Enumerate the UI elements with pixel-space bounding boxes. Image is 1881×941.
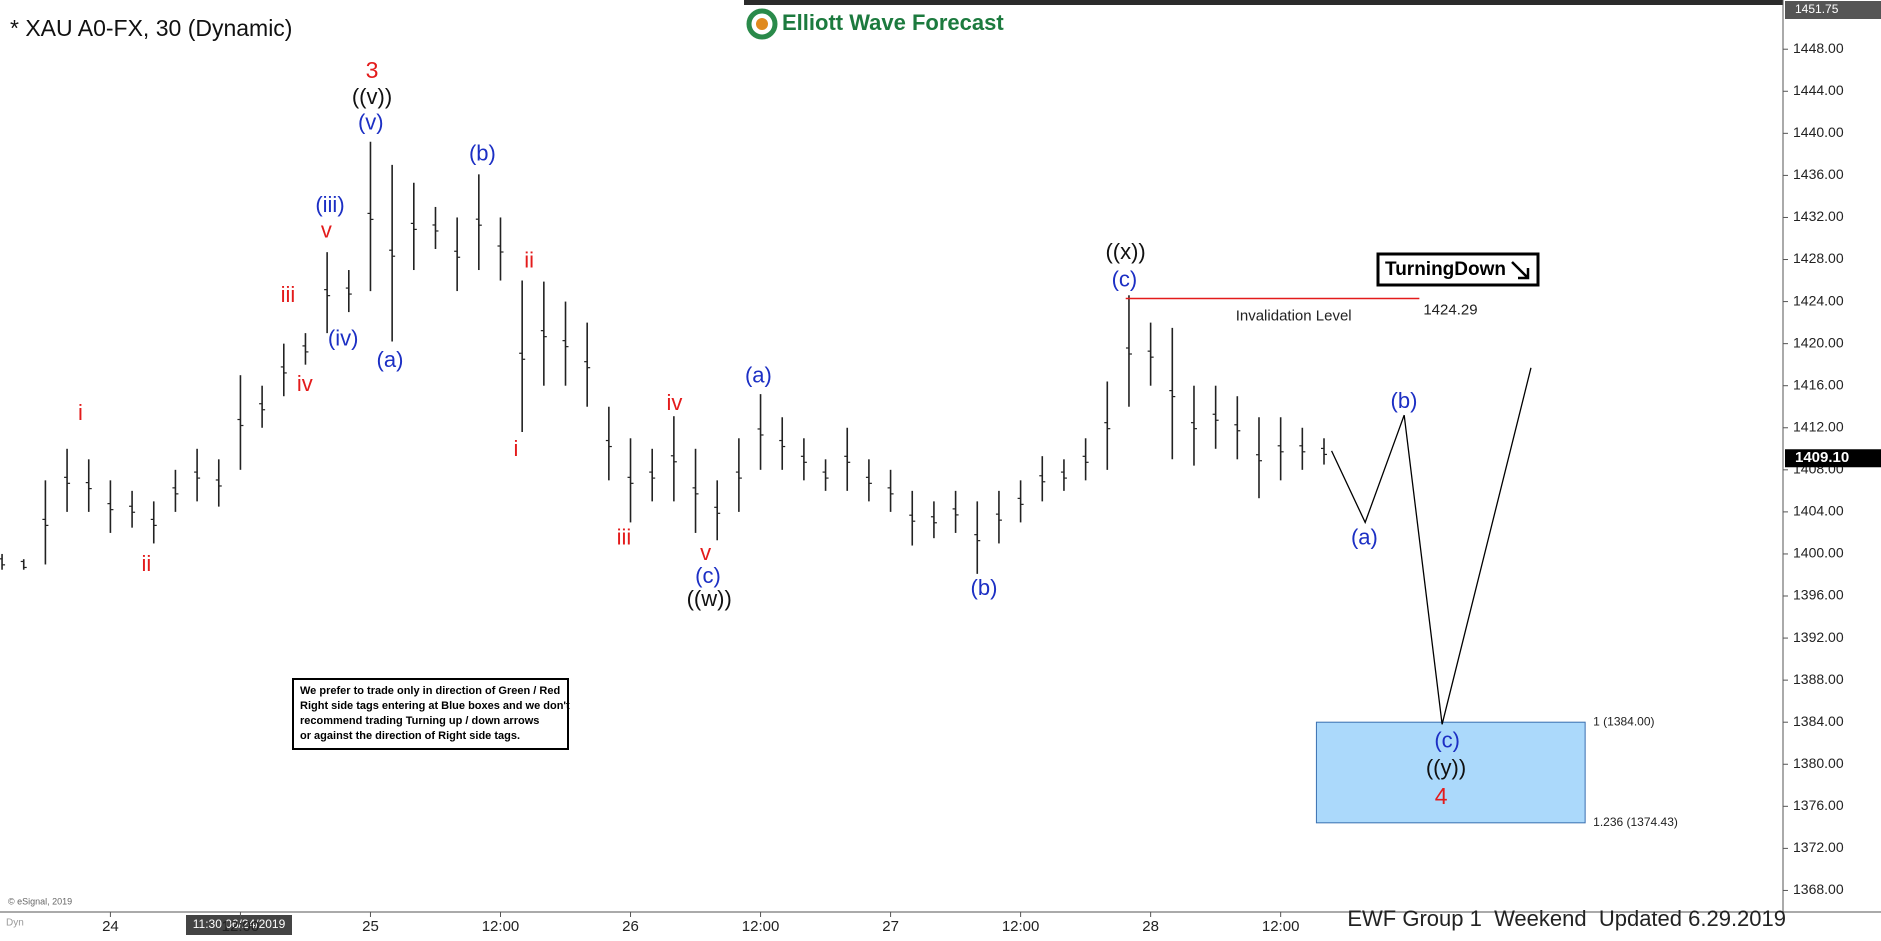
y-tick-label: 1432.00 bbox=[1793, 208, 1844, 224]
note-box bbox=[292, 678, 569, 750]
wave-label: i bbox=[78, 400, 83, 425]
fib-level-label: 1 (1384.00) bbox=[1593, 714, 1654, 728]
note-line: Right side tags entering at Blue boxes a… bbox=[300, 700, 570, 712]
wave-label: (a) bbox=[745, 363, 772, 388]
dyn-label: Dyn bbox=[6, 918, 24, 929]
wave-label: (iv) bbox=[328, 325, 359, 350]
note-line: We prefer to trade only in direction of … bbox=[300, 685, 560, 697]
cursor-date: 11:30 06/24/2019 bbox=[193, 917, 286, 931]
x-tick-label: 12:00 bbox=[482, 918, 520, 935]
logo-text: Elliott Wave Forecast bbox=[782, 10, 1004, 35]
y-tick-label: 1372.00 bbox=[1793, 839, 1844, 855]
y-tick-label: 1424.00 bbox=[1793, 292, 1844, 308]
top-price-box bbox=[1785, 1, 1881, 19]
wave-label: (b) bbox=[1391, 388, 1418, 413]
y-tick-label: 1388.00 bbox=[1793, 671, 1844, 687]
wave-label: (a) bbox=[1351, 525, 1378, 550]
note-line: recommend trading Turning up / down arro… bbox=[300, 715, 539, 727]
invalidation-value: 1424.29 bbox=[1423, 302, 1477, 319]
y-tick-label: 1420.00 bbox=[1793, 334, 1844, 350]
x-tick-label: 28 bbox=[1142, 918, 1159, 935]
last-price-label: 1409.10 bbox=[1795, 449, 1849, 466]
turning-box bbox=[1376, 252, 1540, 287]
target-box bbox=[1315, 721, 1586, 824]
wave-label: 4 bbox=[1435, 783, 1448, 809]
last-price-box bbox=[1785, 449, 1881, 468]
wave-label: (v) bbox=[358, 109, 384, 134]
top-strip bbox=[744, 0, 1783, 5]
y-tick-label: 1448.00 bbox=[1793, 40, 1844, 56]
projection-path bbox=[1331, 367, 1532, 725]
wave-label: ii bbox=[524, 247, 534, 272]
wave-label: ((x)) bbox=[1105, 239, 1145, 264]
wave-label: (c) bbox=[695, 563, 721, 588]
wave-label: ((v)) bbox=[352, 84, 392, 109]
wave-label: (iii) bbox=[315, 192, 344, 217]
wave-label: ii bbox=[142, 551, 152, 576]
y-tick-label: 1412.00 bbox=[1793, 418, 1844, 434]
y-tick-label: 1384.00 bbox=[1793, 713, 1844, 729]
x-tick-label: 12:00 bbox=[1002, 918, 1040, 935]
invalidation-label: Invalidation Level bbox=[1236, 308, 1352, 325]
x-tick-label: 12:00 bbox=[1262, 918, 1300, 935]
wave-label: (b) bbox=[469, 141, 496, 166]
wave-label: ((y)) bbox=[1426, 755, 1466, 780]
y-tick-label: 1428.00 bbox=[1793, 250, 1844, 266]
x-tick-label: 24 bbox=[102, 918, 119, 935]
wave-label: (c) bbox=[1112, 267, 1138, 292]
wave-label: (b) bbox=[971, 575, 998, 600]
y-tick-label: 1416.00 bbox=[1793, 376, 1844, 392]
turning-label: TurningDown bbox=[1385, 259, 1506, 280]
y-tick-label: 1368.00 bbox=[1793, 881, 1844, 897]
wave-label: 3 bbox=[366, 57, 379, 83]
wave-label: (c) bbox=[1434, 727, 1460, 752]
wave-label: i bbox=[514, 436, 519, 461]
wave-label: iv bbox=[666, 390, 682, 415]
y-tick-label: 1440.00 bbox=[1793, 124, 1844, 140]
chart-title: * XAU A0-FX, 30 (Dynamic) bbox=[10, 15, 292, 41]
wave-label: v bbox=[321, 217, 332, 242]
y-tick-label: 1436.00 bbox=[1793, 166, 1844, 182]
y-tick-label: 1396.00 bbox=[1793, 587, 1844, 603]
footer: EWF Group 1 Weekend Updated 6.29.2019 bbox=[1347, 906, 1786, 931]
turning-arrow bbox=[1511, 261, 1530, 280]
wave-label: (a) bbox=[377, 347, 404, 372]
top-price-label: 1451.75 bbox=[1795, 2, 1839, 16]
y-tick-label: 1400.00 bbox=[1793, 545, 1844, 561]
y-tick-label: 1444.00 bbox=[1793, 82, 1844, 98]
x-tick-label: 26 bbox=[622, 918, 639, 935]
fib-level-label: 1.236 (1374.43) bbox=[1593, 815, 1678, 829]
y-tick-label: 1404.00 bbox=[1793, 503, 1844, 519]
logo-icon bbox=[746, 8, 778, 40]
cursor-date-box bbox=[186, 915, 292, 935]
copyright: © eSignal, 2019 bbox=[8, 896, 72, 906]
wave-label: iii bbox=[617, 525, 632, 550]
x-tick-label: 27 bbox=[882, 918, 899, 935]
wave-label: iv bbox=[297, 371, 313, 396]
logo-icon-core bbox=[756, 18, 768, 30]
x-tick-label: 12:00 bbox=[222, 918, 260, 935]
y-tick-label: 1376.00 bbox=[1793, 797, 1844, 813]
x-tick-label: 12:00 bbox=[742, 918, 780, 935]
wave-label: v bbox=[700, 540, 711, 565]
wave-label: ((w)) bbox=[687, 586, 732, 611]
wave-label: iii bbox=[281, 282, 296, 307]
x-tick-label: 25 bbox=[362, 918, 379, 935]
note-line: or against the direction of Right side t… bbox=[300, 730, 520, 742]
y-tick-label: 1380.00 bbox=[1793, 755, 1844, 771]
y-tick-label: 1392.00 bbox=[1793, 629, 1844, 645]
